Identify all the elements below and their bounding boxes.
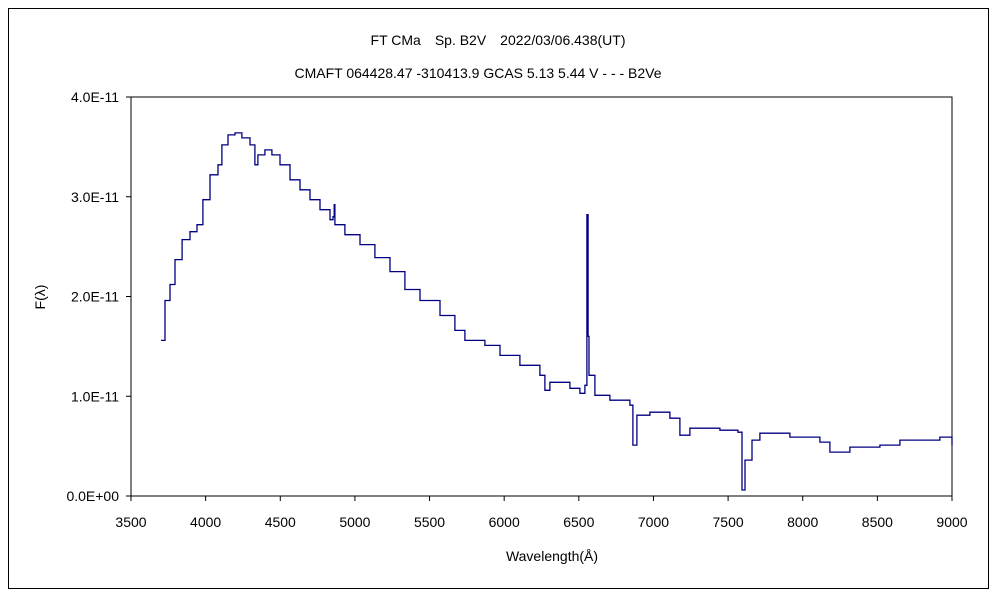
x-axis-label: Wavelength(Å) — [506, 548, 598, 564]
chart-frame — [8, 8, 989, 589]
x-tick-label: 3500 — [115, 514, 146, 530]
x-tick-label: 8500 — [862, 514, 893, 530]
x-tick-label: 8000 — [787, 514, 818, 530]
x-tick-label: 6000 — [489, 514, 520, 530]
x-tick-label: 6500 — [563, 514, 594, 530]
plot-area — [130, 96, 953, 497]
x-tick-label: 5500 — [414, 514, 445, 530]
chart-title: FT CMa Sp. B2V 2022/03/06.438(UT) — [371, 32, 626, 48]
spectrum-line — [161, 132, 953, 491]
y-tick-label: 1.0E-11 — [71, 388, 119, 404]
x-tick-label: 5000 — [339, 514, 370, 530]
x-tick-label: 4500 — [265, 514, 296, 530]
x-tick-label: 9000 — [936, 514, 967, 530]
y-tick-label: 4.0E-11 — [71, 89, 119, 105]
x-tick-label: 4000 — [190, 514, 221, 530]
chart-subtitle: CMAFT 064428.47 -310413.9 GCAS 5.13 5.44… — [294, 65, 661, 81]
y-tick-label: 2.0E-11 — [71, 289, 119, 305]
x-tick-label: 7000 — [638, 514, 669, 530]
x-tick-label: 7500 — [713, 514, 744, 530]
y-tick-label: 3.0E-11 — [71, 189, 119, 205]
y-tick-label: 0.0E+00 — [66, 488, 119, 504]
y-axis-label: F(λ) — [32, 285, 48, 310]
